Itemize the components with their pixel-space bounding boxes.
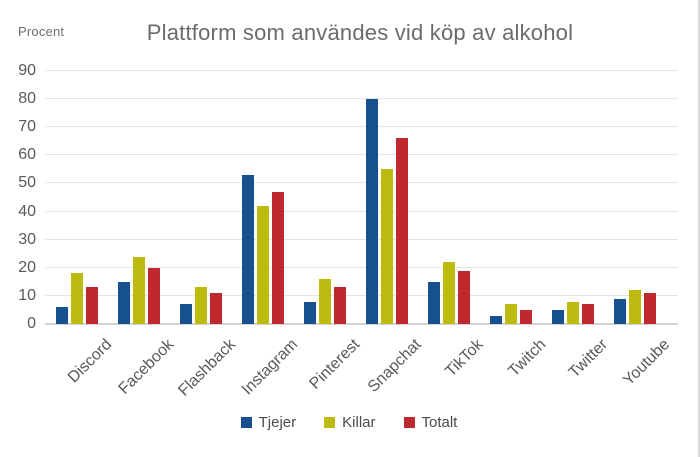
bar-totalt-instagram: [272, 191, 284, 324]
bar-totalt-discord: [86, 287, 98, 324]
bar-tjejer-snapchat: [366, 99, 378, 324]
y-tick-90: 90: [18, 62, 36, 79]
bar-killar-tiktok: [443, 262, 455, 324]
chart-title: Plattform som användes vid köp av alkoho…: [146, 20, 574, 45]
bar-tjejer-twitter: [552, 309, 564, 324]
legend-swatch-killar: [324, 417, 336, 428]
plot-area: Discord Facebook Flashback Instagram Pintere…: [45, 70, 678, 400]
legend-label-tjejer: Tjejer: [258, 414, 297, 431]
bar-killar-twitch: [505, 304, 517, 324]
bar-totalt-facebook: [148, 267, 160, 324]
legend: Tjejer Killar Totalt: [0, 414, 698, 431]
bar-tjejer-tiktok: [428, 281, 440, 324]
y-tick-50: 50: [18, 174, 36, 192]
x-label-youtube: Youtube: [619, 336, 674, 390]
x-label-snapchat: Snapchat: [365, 336, 426, 396]
gridline-80: [45, 98, 678, 100]
x-label-discord: Discord: [64, 336, 116, 387]
legend-item-tjejer: Tjejer: [240, 414, 297, 431]
gridline-30: [45, 238, 678, 240]
x-label-twitter: Twitter: [565, 336, 612, 382]
legend-label-totalt: Totalt: [421, 414, 458, 431]
x-label-facebook: Facebook: [115, 336, 178, 398]
y-axis-title: Procent: [18, 24, 65, 39]
bar-tjejer-discord: [56, 307, 68, 324]
bar-totalt-youtube: [644, 293, 656, 324]
bar-killar-youtube: [629, 290, 641, 324]
bar-killar-facebook: [133, 256, 145, 324]
bar-tjejer-facebook: [118, 281, 130, 324]
y-tick-20: 20: [18, 258, 36, 276]
bar-totalt-flashback: [210, 293, 222, 324]
bar-killar-pinterest: [319, 279, 331, 324]
legend-item-killar: Killar: [324, 414, 376, 431]
gridline-40: [45, 210, 678, 212]
gridline-70: [45, 126, 678, 128]
bar-totalt-twitter: [582, 304, 594, 324]
bar-totalt-pinterest: [334, 287, 346, 324]
bar-tjejer-youtube: [614, 298, 626, 324]
y-tick-0: 0: [27, 315, 36, 332]
bar-tjejer-twitch: [490, 315, 502, 324]
gridline-50: [45, 182, 678, 184]
legend-item-totalt: Totalt: [403, 414, 458, 431]
bar-totalt-twitch: [520, 309, 532, 324]
x-label-pinterest: Pinterest: [306, 336, 364, 393]
y-tick-40: 40: [18, 202, 36, 220]
y-tick-60: 60: [18, 146, 36, 164]
gridline-60: [45, 154, 678, 156]
x-label-instagram: Instagram: [238, 336, 302, 399]
gridline-20: [45, 266, 678, 268]
x-label-flashback: Flashback: [175, 336, 240, 400]
bar-killar-discord: [71, 273, 83, 324]
bar-killar-flashback: [195, 287, 207, 324]
bar-tjejer-instagram: [242, 175, 254, 324]
y-tick-10: 10: [18, 286, 36, 304]
gridline-90: [45, 70, 678, 71]
y-tick-70: 70: [18, 118, 36, 136]
bar-killar-twitter: [567, 301, 579, 324]
x-label-tiktok: TikTok: [442, 336, 488, 381]
bar-killar-snapchat: [381, 169, 393, 324]
bar-tjejer-flashback: [180, 304, 192, 324]
bar-totalt-snapchat: [396, 138, 408, 324]
gridline-10: [45, 294, 678, 296]
legend-swatch-totalt: [403, 417, 415, 428]
bar-killar-instagram: [257, 205, 269, 324]
bar-tjejer-pinterest: [304, 301, 316, 324]
bar-totalt-tiktok: [458, 270, 470, 324]
x-axis-line: [45, 323, 678, 325]
legend-swatch-tjejer: [240, 417, 252, 428]
x-label-twitch: Twitch: [504, 336, 550, 381]
legend-label-killar: Killar: [342, 414, 376, 431]
y-tick-30: 30: [18, 230, 36, 248]
y-tick-80: 80: [18, 90, 36, 108]
